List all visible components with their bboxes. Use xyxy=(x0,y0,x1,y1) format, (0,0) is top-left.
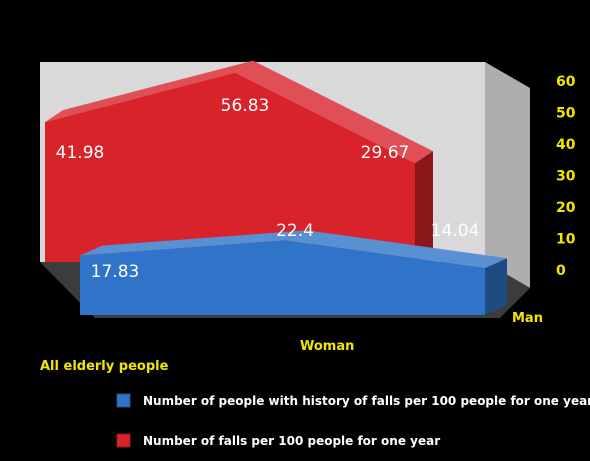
legend-label: Number of falls per 100 people for one y… xyxy=(143,434,440,448)
series-top-face xyxy=(235,60,433,164)
y-tick-label: 50 xyxy=(556,106,576,122)
category-labels: All elderly people Woman Man xyxy=(40,311,543,374)
data-label: 22.4 xyxy=(276,221,314,241)
category-label: Woman xyxy=(300,339,354,354)
series-top-face xyxy=(80,230,307,256)
series-falls: 41.98 56.83 29.67 xyxy=(45,60,433,262)
series-top-face xyxy=(285,230,507,269)
data-label: 29.67 xyxy=(361,143,410,163)
data-label: 41.98 xyxy=(56,143,105,163)
data-label: 17.83 xyxy=(91,262,140,282)
legend-swatch xyxy=(116,393,131,408)
y-tick-label: 30 xyxy=(556,169,576,185)
series-side-face xyxy=(485,258,507,315)
legend: Number of people with history of falls p… xyxy=(116,393,590,448)
y-tick-label: 10 xyxy=(556,232,576,248)
y-tick-label: 40 xyxy=(556,137,576,153)
category-label: Man xyxy=(512,311,543,326)
data-label: 56.83 xyxy=(221,96,270,116)
series-side-face xyxy=(415,151,433,262)
y-tick-label: 20 xyxy=(556,200,576,216)
legend-label: Number of people with history of falls p… xyxy=(143,394,590,408)
legend-swatch xyxy=(116,433,131,448)
series-top-face xyxy=(45,60,253,123)
category-label: All elderly people xyxy=(40,359,169,374)
data-label: 14.04 xyxy=(431,221,480,241)
side-wall xyxy=(485,62,530,288)
series-history: 17.83 22.4 14.04 xyxy=(80,221,507,315)
series-front-face xyxy=(45,72,415,262)
y-tick-label: 60 xyxy=(556,74,576,90)
y-axis-ticks: 0 10 20 30 40 50 60 xyxy=(556,74,576,279)
y-tick-label: 0 xyxy=(556,263,566,279)
series-front-face xyxy=(80,240,485,315)
